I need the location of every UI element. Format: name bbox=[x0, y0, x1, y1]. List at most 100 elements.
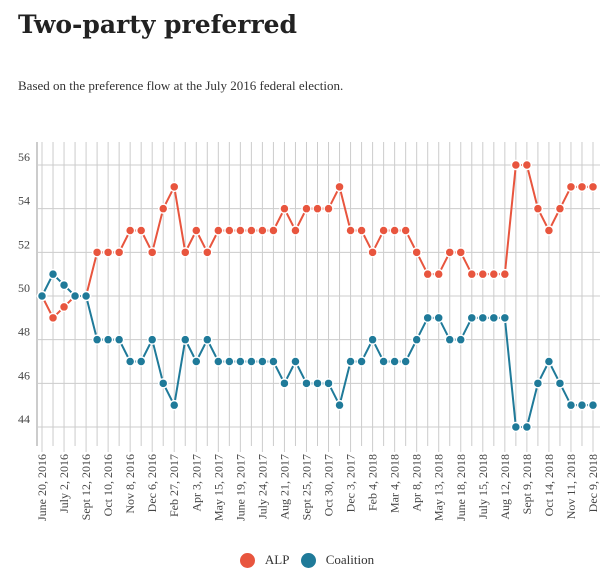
data-point-coalition[interactable] bbox=[444, 334, 455, 345]
data-point-coalition[interactable] bbox=[202, 334, 213, 345]
data-point-alp[interactable] bbox=[400, 225, 411, 236]
data-point-coalition[interactable] bbox=[532, 378, 544, 389]
data-point-alp[interactable] bbox=[345, 225, 356, 236]
data-point-alp[interactable] bbox=[488, 268, 500, 280]
data-point-alp[interactable] bbox=[411, 247, 422, 258]
data-point-alp[interactable] bbox=[268, 225, 279, 236]
data-point-alp[interactable] bbox=[499, 268, 511, 280]
data-point-coalition[interactable] bbox=[367, 334, 378, 345]
data-point-alp[interactable] bbox=[113, 247, 125, 258]
data-point-coalition[interactable] bbox=[543, 356, 555, 367]
data-point-coalition[interactable] bbox=[400, 356, 411, 367]
data-point-coalition[interactable] bbox=[146, 334, 158, 345]
data-point-coalition[interactable] bbox=[466, 312, 478, 324]
data-point-alp[interactable] bbox=[510, 159, 522, 171]
data-point-coalition[interactable] bbox=[113, 334, 125, 345]
data-point-alp[interactable] bbox=[202, 247, 213, 258]
data-point-coalition[interactable] bbox=[356, 356, 367, 367]
data-point-alp[interactable] bbox=[257, 225, 268, 236]
legend-item-coalition[interactable]: Coalition bbox=[300, 552, 374, 568]
data-point-alp[interactable] bbox=[290, 225, 301, 236]
data-point-coalition[interactable] bbox=[510, 421, 522, 433]
data-point-alp[interactable] bbox=[146, 247, 158, 258]
data-point-alp[interactable] bbox=[356, 225, 367, 236]
data-point-alp[interactable] bbox=[576, 181, 588, 193]
data-point-alp[interactable] bbox=[587, 181, 599, 193]
data-point-coalition[interactable] bbox=[36, 290, 48, 302]
data-point-coalition[interactable] bbox=[213, 356, 224, 367]
legend-item-alp[interactable]: ALP bbox=[239, 552, 289, 568]
data-point-coalition[interactable] bbox=[180, 334, 191, 345]
data-point-coalition[interactable] bbox=[91, 334, 103, 345]
data-point-alp[interactable] bbox=[191, 225, 202, 236]
data-point-coalition[interactable] bbox=[576, 399, 588, 411]
data-point-coalition[interactable] bbox=[157, 378, 169, 389]
data-point-coalition[interactable] bbox=[235, 356, 246, 367]
data-point-alp[interactable] bbox=[157, 203, 169, 214]
data-point-coalition[interactable] bbox=[191, 356, 202, 367]
data-point-coalition[interactable] bbox=[499, 312, 511, 324]
data-point-alp[interactable] bbox=[102, 247, 114, 258]
data-point-alp[interactable] bbox=[246, 225, 257, 236]
data-point-coalition[interactable] bbox=[168, 399, 180, 411]
data-point-coalition[interactable] bbox=[554, 378, 566, 389]
data-point-alp[interactable] bbox=[367, 247, 378, 258]
data-point-alp[interactable] bbox=[565, 181, 577, 193]
data-point-coalition[interactable] bbox=[521, 421, 533, 433]
data-point-coalition[interactable] bbox=[455, 334, 467, 345]
data-point-alp[interactable] bbox=[235, 225, 246, 236]
data-point-coalition[interactable] bbox=[312, 378, 323, 389]
data-point-coalition[interactable] bbox=[290, 356, 301, 367]
data-point-coalition[interactable] bbox=[102, 334, 114, 345]
data-point-coalition[interactable] bbox=[124, 356, 136, 367]
data-point-alp[interactable] bbox=[378, 225, 389, 236]
data-point-coalition[interactable] bbox=[69, 290, 81, 302]
data-point-coalition[interactable] bbox=[224, 356, 235, 367]
data-point-coalition[interactable] bbox=[565, 399, 577, 411]
data-point-coalition[interactable] bbox=[80, 290, 92, 302]
data-point-alp[interactable] bbox=[455, 247, 467, 258]
data-point-alp[interactable] bbox=[312, 203, 323, 214]
data-point-coalition[interactable] bbox=[323, 378, 334, 389]
data-point-coalition[interactable] bbox=[433, 312, 444, 324]
data-point-coalition[interactable] bbox=[257, 356, 268, 367]
data-point-coalition[interactable] bbox=[422, 312, 433, 324]
data-point-coalition[interactable] bbox=[345, 356, 356, 367]
data-point-alp[interactable] bbox=[168, 181, 180, 193]
data-point-alp[interactable] bbox=[180, 247, 191, 258]
data-point-alp[interactable] bbox=[135, 225, 147, 236]
data-point-coalition[interactable] bbox=[135, 356, 147, 367]
data-point-alp[interactable] bbox=[422, 268, 433, 280]
data-point-alp[interactable] bbox=[477, 268, 489, 280]
data-point-alp[interactable] bbox=[301, 203, 312, 214]
data-point-coalition[interactable] bbox=[334, 399, 345, 411]
data-point-coalition[interactable] bbox=[587, 399, 599, 411]
data-point-alp[interactable] bbox=[521, 159, 533, 171]
data-point-alp[interactable] bbox=[532, 203, 544, 214]
data-point-coalition[interactable] bbox=[477, 312, 489, 324]
data-point-coalition[interactable] bbox=[268, 356, 279, 367]
data-point-alp[interactable] bbox=[554, 203, 566, 214]
data-point-coalition[interactable] bbox=[378, 356, 389, 367]
data-point-alp[interactable] bbox=[433, 268, 444, 280]
data-point-alp[interactable] bbox=[323, 203, 334, 214]
data-point-coalition[interactable] bbox=[279, 378, 290, 389]
data-point-alp[interactable] bbox=[466, 268, 478, 280]
data-point-alp[interactable] bbox=[334, 181, 345, 193]
data-point-alp[interactable] bbox=[444, 247, 455, 258]
data-point-coalition[interactable] bbox=[411, 334, 422, 345]
data-point-alp[interactable] bbox=[389, 225, 400, 236]
data-point-alp[interactable] bbox=[124, 225, 136, 236]
data-point-coalition[interactable] bbox=[47, 268, 59, 280]
data-point-alp[interactable] bbox=[91, 247, 103, 258]
data-point-alp[interactable] bbox=[543, 225, 555, 236]
data-point-alp[interactable] bbox=[47, 312, 59, 324]
data-point-coalition[interactable] bbox=[301, 378, 312, 389]
data-point-coalition[interactable] bbox=[488, 312, 500, 324]
data-point-coalition[interactable] bbox=[58, 279, 70, 291]
data-point-alp[interactable] bbox=[213, 225, 224, 236]
data-point-alp[interactable] bbox=[224, 225, 235, 236]
data-point-alp[interactable] bbox=[58, 301, 70, 313]
data-point-alp[interactable] bbox=[279, 203, 290, 214]
data-point-coalition[interactable] bbox=[246, 356, 257, 367]
